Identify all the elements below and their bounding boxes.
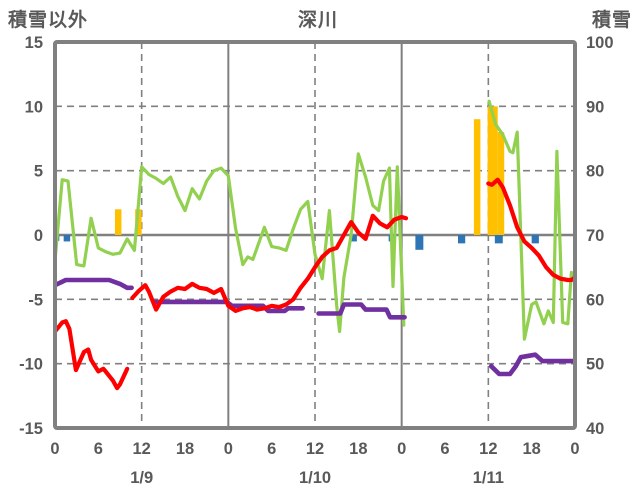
- left-axis-tick-label: 10: [25, 98, 43, 116]
- right-axis-tick-label: 50: [586, 356, 604, 374]
- x-axis-hour-label: 18: [349, 440, 367, 458]
- x-axis-hour-label: 12: [132, 440, 150, 458]
- left-axis-title: 積雪以外: [8, 10, 89, 31]
- right-axis-title: 積雪: [591, 10, 632, 31]
- right-axis-tick-label: 70: [586, 227, 604, 245]
- left-axis-tick-label: -5: [28, 291, 43, 309]
- snowfall-bar: [487, 106, 498, 235]
- left-axis-tick-label: -15: [19, 420, 43, 438]
- x-axis-hour-label: 0: [50, 440, 59, 458]
- left-axis-tick-label: 15: [25, 34, 43, 52]
- right-axis-tick-label: 100: [586, 34, 614, 52]
- x-axis-hour-label: 0: [397, 440, 406, 458]
- left-axis-tick-label: 0: [34, 227, 43, 245]
- green-line-segment: [487, 99, 577, 341]
- x-axis-hour-label: 6: [440, 440, 449, 458]
- x-axis-hour-label: 12: [479, 440, 497, 458]
- x-axis-hour-label: 18: [176, 440, 194, 458]
- green-line-segment: [53, 152, 406, 334]
- temperature-line-segment: [53, 319, 130, 391]
- x-axis-hour-label: 6: [267, 440, 276, 458]
- right-axis-tick-label: 60: [586, 291, 604, 309]
- temperature-line-segment: [486, 177, 577, 283]
- x-axis-date-label: 1/10: [299, 469, 331, 487]
- temperature-line-segment: [130, 213, 409, 313]
- precip-bar: [531, 235, 539, 244]
- left-axis-tick-label: -10: [19, 356, 43, 374]
- page-title: 深川: [297, 10, 338, 31]
- x-axis-date-label: 1/9: [130, 469, 153, 487]
- x-axis-date-label: 1/11: [473, 469, 504, 487]
- right-axis-tick-label: 40: [586, 420, 604, 438]
- plot-frame: [53, 40, 577, 430]
- precip-bar: [458, 235, 466, 244]
- precip-bar: [63, 235, 71, 242]
- snow-depth-line-segment: [316, 302, 407, 320]
- snowfall-bar: [473, 119, 481, 235]
- left-axis-tick-label: 5: [34, 163, 43, 181]
- x-axis-hour-label: 0: [570, 440, 579, 458]
- x-axis-hour-label: 18: [522, 440, 540, 458]
- right-axis-tick-label: 90: [586, 98, 604, 116]
- precip-bar: [494, 235, 503, 244]
- x-axis-hour-label: 0: [224, 440, 233, 458]
- right-axis-tick-label: 80: [586, 163, 604, 181]
- x-axis-hour-label: 6: [94, 440, 103, 458]
- precip-bar: [350, 235, 357, 242]
- snowfall-bar: [114, 209, 122, 235]
- precip-bar: [415, 235, 424, 250]
- snow-depth-line-segment: [53, 277, 134, 291]
- snow-depth-line-segment: [488, 352, 577, 377]
- x-axis-hour-label: 12: [306, 440, 324, 458]
